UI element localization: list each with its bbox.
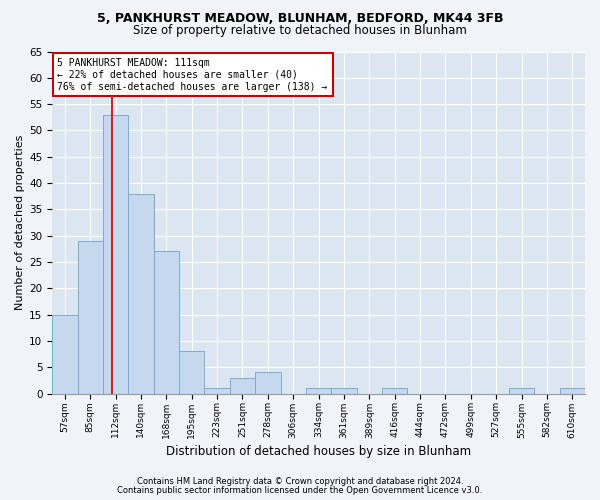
Bar: [255, 372, 281, 394]
Bar: [331, 388, 356, 394]
Y-axis label: Number of detached properties: Number of detached properties: [15, 135, 25, 310]
Bar: [509, 388, 534, 394]
Bar: [179, 352, 205, 394]
Bar: [154, 252, 179, 394]
Text: 5, PANKHURST MEADOW, BLUNHAM, BEDFORD, MK44 3FB: 5, PANKHURST MEADOW, BLUNHAM, BEDFORD, M…: [97, 12, 503, 26]
X-axis label: Distribution of detached houses by size in Blunham: Distribution of detached houses by size …: [166, 444, 471, 458]
Bar: [103, 114, 128, 394]
Bar: [128, 194, 154, 394]
Bar: [382, 388, 407, 394]
Text: Size of property relative to detached houses in Blunham: Size of property relative to detached ho…: [133, 24, 467, 37]
Bar: [560, 388, 585, 394]
Bar: [230, 378, 255, 394]
Bar: [205, 388, 230, 394]
Text: Contains public sector information licensed under the Open Government Licence v3: Contains public sector information licen…: [118, 486, 482, 495]
Text: 5 PANKHURST MEADOW: 111sqm
← 22% of detached houses are smaller (40)
76% of semi: 5 PANKHURST MEADOW: 111sqm ← 22% of deta…: [58, 58, 328, 92]
Text: Contains HM Land Registry data © Crown copyright and database right 2024.: Contains HM Land Registry data © Crown c…: [137, 477, 463, 486]
Bar: [52, 314, 77, 394]
Bar: [306, 388, 331, 394]
Bar: [77, 241, 103, 394]
